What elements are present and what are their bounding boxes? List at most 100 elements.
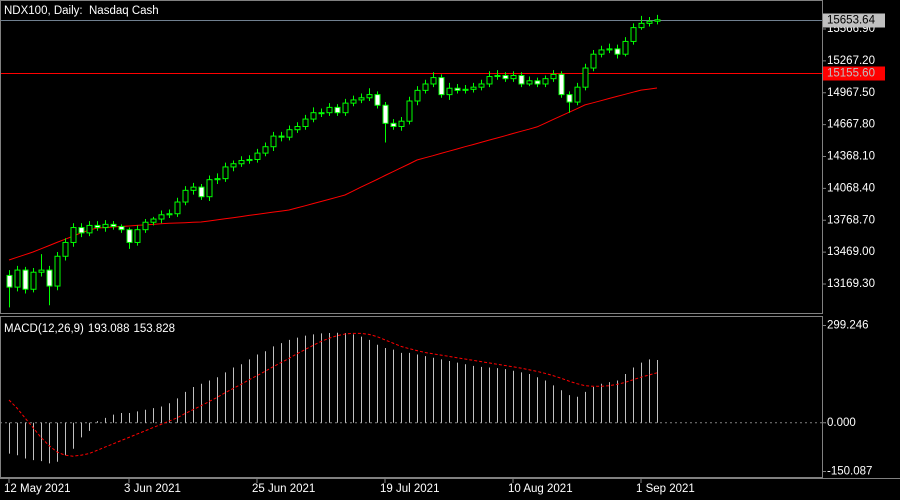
candle-body [246,158,253,162]
candle-body [486,76,493,85]
candle-body [102,223,109,229]
candle-body [606,48,613,51]
candle-body [430,77,437,85]
candle-body [526,80,533,85]
candle-body [630,27,637,42]
candle-body [438,77,445,96]
y-tick-label: 299.246 [827,320,869,332]
y-tick-label: 14967.50 [827,87,875,99]
candle-body [406,100,413,122]
macd-title: MACD(12,26,9) [4,323,84,335]
candle-body [598,49,605,55]
candle-body [414,89,421,102]
last-price-label: 15653.64 [827,15,876,27]
candle-body [54,255,61,287]
candle-body [118,225,125,231]
candle-body [222,166,229,180]
candle-body [342,102,349,114]
candle-body [510,74,517,80]
level-label-box [823,66,885,81]
candle-body [142,221,149,231]
candle-body [286,129,293,138]
candle-body [646,20,653,24]
candle-body [70,227,77,243]
candle-body [582,67,589,88]
candle-body [590,53,597,69]
candle-body [574,86,581,103]
level-label: 15155.60 [827,68,875,80]
x-tick-label: 19 Jul 2021 [380,483,439,495]
candle-body [134,229,141,243]
signal-line [8,332,658,457]
candle-body [422,83,429,91]
macd-value: 193.088 [88,323,130,335]
y-tick-label: 14667.80 [827,119,875,131]
candle-body [550,73,557,80]
y-tick-label: 15267.20 [827,55,875,67]
candle-body [190,186,197,191]
candle-body [518,74,525,85]
candle-body [454,87,461,91]
chart-title: NDX100, Daily: Nasdaq Cash [4,5,159,17]
candle-body [206,179,213,198]
candle-body [150,218,157,223]
y-tick-label: 14068.40 [827,182,875,194]
candle-body [614,48,621,55]
y-tick-label: 0.000 [827,417,856,429]
candle-body [126,229,133,243]
candle-body [198,186,205,198]
candle-body [6,274,13,288]
candle-body [270,135,277,148]
candle-body [254,152,261,160]
candle-body [446,87,453,96]
candle-body [566,94,573,103]
candle-body [622,40,629,55]
candle-body [462,88,469,91]
candle-body [46,269,53,287]
candle-body [262,146,269,154]
y-tick-label: 13768.70 [827,214,875,226]
candle-body [326,106,333,114]
candle-body [542,78,549,85]
candle-body [158,214,165,220]
candle-body [214,178,221,181]
macd-header: MACD(12,26,9) 193.088 153.828 [4,323,175,335]
candle-body [302,118,309,128]
candle-body [470,86,477,90]
y-tick-label: 13169.30 [827,278,875,290]
candle-body [310,112,317,120]
candle-body [238,160,245,165]
candle-body [14,269,21,288]
candle-body [654,19,661,22]
candle-body [478,83,485,88]
last-price-box [823,13,885,28]
macd-pane-frame [0,316,823,478]
candle-body [294,126,301,131]
x-tick-label: 3 Jun 2021 [124,483,181,495]
candle-body [318,112,325,115]
candle-body [558,73,565,96]
candle-body [390,122,397,128]
candle-body [22,269,29,290]
moving-average [8,87,658,261]
candle-body [358,97,365,101]
y-tick-label: -150.087 [827,466,872,478]
candle-body [110,223,117,227]
candle-body [182,189,189,203]
candle-body [278,135,285,138]
candle-body [166,213,173,216]
candle-body [62,241,69,257]
x-tick-label: 1 Sep 2021 [636,483,695,495]
candle-body [502,74,509,80]
candle-body [398,120,405,128]
candle-body [334,106,341,114]
y-tick-label: 14368.10 [827,151,875,163]
x-tick-label: 25 Jun 2021 [252,483,315,495]
y-tick-label: 13469.00 [827,246,875,258]
candle-body [494,74,501,78]
candle-body [638,22,645,29]
candle-body [38,269,45,273]
x-tick-label: 10 Aug 2021 [508,483,573,495]
